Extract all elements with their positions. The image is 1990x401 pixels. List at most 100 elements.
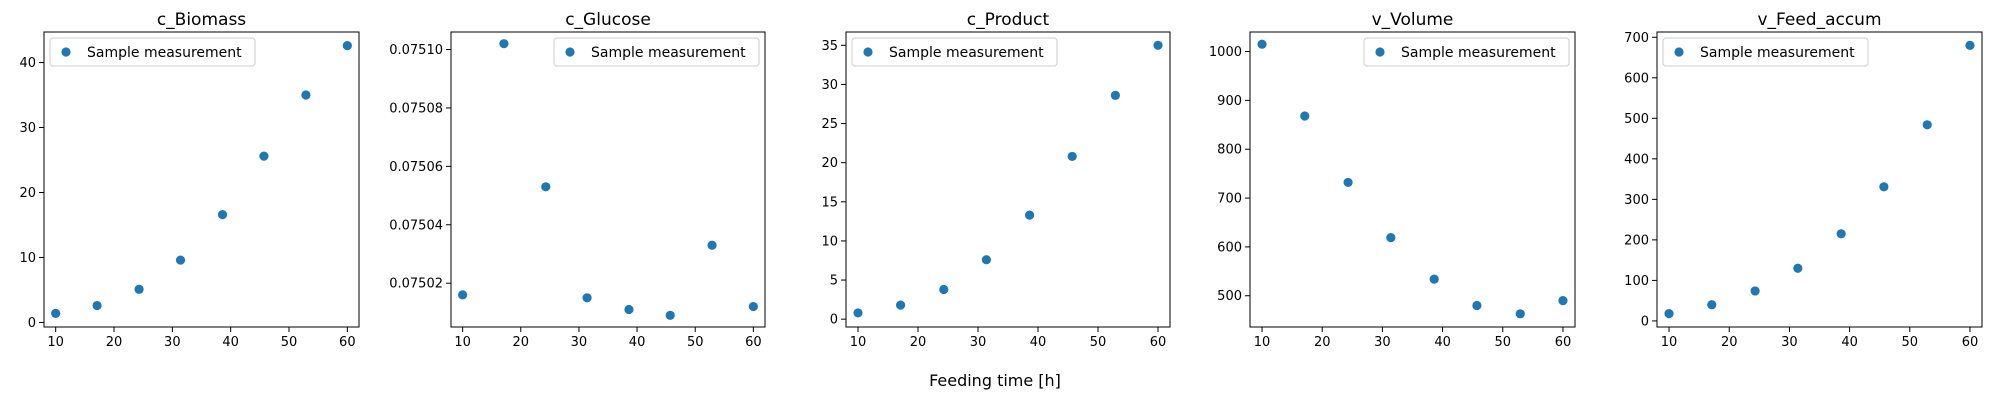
x-tick-label: 10 (454, 335, 471, 350)
data-point (458, 290, 468, 300)
data-point (1025, 210, 1035, 220)
x-tick-label: 60 (1150, 335, 1167, 350)
x-tick-label: 60 (745, 335, 762, 350)
y-tick-label: 100 (1624, 274, 1649, 289)
data-point (134, 284, 144, 294)
legend-marker (1674, 47, 1684, 57)
legend-label: Sample measurement (1401, 45, 1556, 61)
x-tick-label: 50 (687, 335, 704, 350)
x-tick-label: 50 (281, 335, 298, 350)
data-point (1879, 182, 1889, 192)
x-tick-label: 30 (1374, 335, 1391, 350)
legend-marker (565, 47, 575, 57)
y-tick-label: 0.07504 (389, 218, 443, 233)
data-point (92, 300, 102, 311)
y-tick-label: 35 (821, 39, 838, 54)
legend-label: Sample measurement (889, 45, 1044, 61)
x-tick-label: 40 (222, 335, 239, 350)
data-point (1153, 40, 1163, 50)
panel-3: v_Volume 10 20 30 40 50 60 500 600 700 800 900 1000 S… (1209, 10, 1576, 350)
x-tick-label: 40 (629, 335, 646, 350)
legend-box (553, 37, 760, 67)
x-tick-label: 30 (970, 335, 987, 350)
x-tick-label: 50 (1495, 335, 1512, 350)
legend-label: Sample measurement (591, 45, 746, 61)
data-point (1110, 90, 1120, 100)
x-tick-label: 60 (1555, 335, 1572, 350)
y-tick-label: 0.07510 (389, 43, 443, 58)
x-tick-label: 40 (1841, 335, 1858, 350)
data-point (1558, 296, 1568, 306)
y-tick-label: 600 (1624, 71, 1649, 86)
x-tick-label: 10 (1661, 335, 1678, 350)
legend-label: Sample measurement (87, 45, 242, 61)
y-tick-label: 0 (1641, 314, 1649, 329)
y-tick-label: 400 (1624, 152, 1649, 167)
data-point (1664, 309, 1674, 319)
x-tick-label: 30 (164, 335, 181, 350)
y-tick-label: 20 (19, 186, 36, 201)
x-tick-label: 20 (513, 335, 530, 350)
data-point (1836, 229, 1846, 239)
data-point (981, 255, 992, 265)
data-point (624, 304, 634, 315)
y-tick-label: 15 (821, 195, 838, 210)
x-tick-label: 10 (850, 335, 867, 350)
y-tick-label: 10 (19, 251, 36, 266)
x-tick-label: 20 (106, 335, 123, 350)
legend: Sample measurement (851, 37, 1058, 67)
legend-box (851, 37, 1058, 67)
y-tick-label: 20 (821, 156, 838, 171)
legend-marker (863, 47, 873, 57)
data-point (541, 182, 551, 192)
y-tick-label: 10 (821, 234, 838, 249)
y-tick-label: 600 (1217, 240, 1242, 255)
legend: Sample measurement (49, 37, 256, 67)
x-tick-label: 40 (1434, 335, 1451, 350)
y-tick-label: 0.07506 (389, 160, 443, 175)
y-tick-label: 30 (19, 121, 36, 136)
panel-title: c_Glucose (565, 10, 651, 30)
y-tick-label: 300 (1624, 193, 1649, 208)
legend-marker (1375, 47, 1385, 57)
x-tick-label: 10 (1254, 335, 1271, 350)
data-point (1300, 111, 1310, 121)
legend-marker (61, 47, 71, 57)
axes-frame (1249, 31, 1576, 328)
data-point (342, 41, 352, 51)
data-point (1750, 286, 1760, 296)
y-tick-label: 700 (1624, 31, 1649, 46)
legend-box (49, 37, 256, 67)
data-point (1472, 300, 1482, 311)
y-tick-label: 500 (1217, 289, 1242, 304)
y-tick-label: 900 (1217, 94, 1242, 109)
axes-frame (1656, 31, 1983, 328)
x-tick-label: 10 (47, 335, 64, 350)
y-tick-label: 0 (28, 316, 36, 331)
x-tick-label: 40 (1030, 335, 1047, 350)
y-tick-label: 30 (821, 78, 838, 93)
data-point (1965, 40, 1975, 50)
legend-box (1363, 37, 1570, 67)
x-tick-label: 20 (1314, 335, 1331, 350)
legend: Sample measurement (1363, 37, 1570, 67)
legend-label: Sample measurement (1700, 45, 1855, 61)
data-point (175, 255, 186, 265)
data-point (1343, 177, 1353, 188)
data-point (1429, 274, 1439, 284)
data-point (217, 209, 228, 220)
panel-2: c_Product 10 20 30 40 50 60 0 5 10 15 20 25 30 35 Sampl… (821, 10, 1171, 350)
panel-title: v_Volume (1372, 10, 1454, 30)
x-tick-label: 30 (571, 335, 588, 350)
axes-frame (845, 31, 1171, 328)
data-point (1067, 151, 1077, 162)
x-tick-label: 60 (1962, 335, 1979, 350)
data-point (1257, 39, 1267, 49)
data-point (1386, 233, 1396, 243)
panel-1: c_Glucose 10 20 30 40 50 60 0.07502 0.07504 0.075… (389, 10, 766, 350)
data-point (853, 308, 863, 318)
y-tick-label: 700 (1217, 192, 1242, 207)
